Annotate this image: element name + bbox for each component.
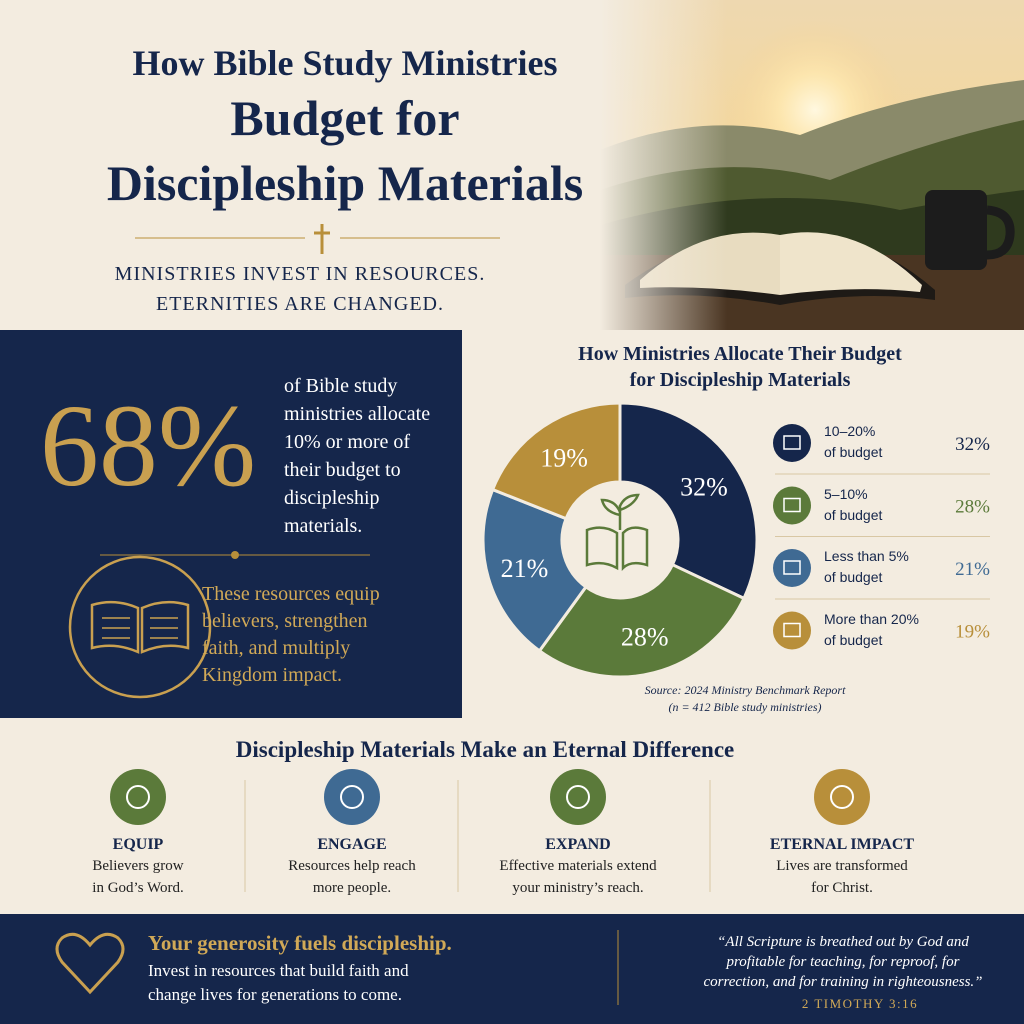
- feature-heading: ETERNAL IMPACT: [770, 836, 914, 853]
- legend-label: More than 20% of budget: [824, 610, 919, 648]
- title-line: Budget for: [230, 90, 459, 146]
- legend-glyph: [783, 622, 801, 638]
- feature-text: Effective materials extend: [499, 858, 657, 874]
- legend-value: 32%: [955, 434, 990, 455]
- stat-text: ministries allocate: [284, 403, 430, 425]
- footer-headline: Your generosity fuels discipleship.: [148, 931, 452, 955]
- quote-line: profitable for teaching, for reproof, fo…: [726, 954, 960, 970]
- stat-text: of Bible study: [284, 375, 397, 397]
- tagline: ETERNITIES ARE CHANGED.: [156, 293, 444, 315]
- pie-slice: [481, 487, 589, 653]
- legend-label: 10–20% of budget: [824, 423, 883, 460]
- pie-slice: [537, 562, 746, 679]
- slice-label: 21%: [501, 554, 549, 583]
- feature-glyph: [830, 785, 854, 809]
- feature-dividers: [244, 780, 711, 892]
- slice-label: 32%: [680, 473, 728, 502]
- feature-text: in God’s Word.: [92, 880, 183, 896]
- slice-label: 19%: [540, 444, 588, 473]
- legend-value: 21%: [955, 559, 990, 580]
- footer-text: change lives for generations to come.: [148, 985, 402, 1004]
- heart-icon: [55, 932, 125, 995]
- legend-label-box: More than 20% of budget: [824, 610, 919, 648]
- features-title: Discipleship Materials Make an Eternal D…: [236, 737, 734, 762]
- chart-source: Source: 2024 Ministry Benchmark Report: [645, 683, 847, 697]
- feature-heading: EQUIP: [113, 836, 164, 853]
- stat-value: 68%: [40, 380, 256, 511]
- title-line: How Bible Study Ministries: [132, 43, 557, 83]
- legend-label-box: 10–20% of budget: [824, 423, 883, 460]
- feature-icon: [550, 769, 606, 825]
- stat-divider: [100, 551, 370, 559]
- feature-glyph: [566, 785, 590, 809]
- pie-center-icon: [585, 493, 649, 572]
- feature-icon: [324, 769, 380, 825]
- quote-line: correction, and for training in righteou…: [703, 974, 982, 990]
- stat-note: These resources equip: [202, 583, 380, 605]
- chart-source: (n = 412 Bible study ministries): [668, 700, 821, 714]
- feature-glyph: [340, 785, 364, 809]
- legend-label: Less than 5% of budget: [824, 548, 909, 585]
- stat-note: Kingdom impact.: [202, 664, 342, 686]
- legend-glyph: [783, 560, 801, 575]
- stat-text: materials.: [284, 515, 362, 537]
- book-badge: [68, 555, 212, 699]
- title-line: Discipleship Materials: [107, 155, 583, 211]
- legend-glyph: [783, 497, 801, 513]
- legend-glyph: [783, 435, 801, 450]
- stat-text: 10% or more of: [284, 431, 410, 453]
- feature-heading: ENGAGE: [317, 836, 386, 853]
- stat-panel: [0, 330, 462, 718]
- feature-text: Lives are transformed: [776, 858, 908, 874]
- slice-label: 28%: [621, 622, 669, 651]
- stat-note: believers, strengthen: [202, 610, 368, 632]
- feature-text: your ministry’s reach.: [512, 880, 643, 896]
- feature-text: Resources help reach: [288, 858, 416, 874]
- tagline: MINISTRIES INVEST IN RESOURCES.: [115, 263, 486, 285]
- pie-slice: [618, 401, 759, 601]
- title-divider: [135, 224, 500, 254]
- legend-icon: [773, 611, 811, 650]
- legend-label-box: Less than 5% of budget: [824, 548, 909, 585]
- footer-text: Invest in resources that build faith and: [148, 961, 409, 980]
- legend-label: 5–10% of budget: [824, 485, 883, 523]
- feature-text: for Christ.: [811, 880, 873, 896]
- feature-icon: [110, 769, 166, 825]
- stat-note: faith, and multiply: [202, 637, 350, 659]
- feature-text: Believers grow: [92, 858, 183, 874]
- stat-text: their budget to: [284, 459, 401, 481]
- footer-panel: [0, 914, 1024, 1024]
- hero-image: [600, 0, 1024, 330]
- quote-line: “All Scripture is breathed out by God an…: [717, 934, 969, 950]
- legend-value: 19%: [955, 622, 990, 643]
- stat-text: discipleship: [284, 487, 380, 509]
- quote-reference: 2 TIMOTHY 3:16: [802, 996, 918, 1011]
- legend-icon: [773, 549, 811, 587]
- feature-heading: EXPAND: [545, 836, 610, 853]
- chart-title: for Discipleship Materials: [630, 369, 851, 391]
- feature-text: more people.: [313, 880, 391, 896]
- legend-value: 28%: [955, 497, 990, 518]
- legend-icon: [773, 486, 811, 525]
- pie-slice: [490, 401, 622, 521]
- chart-title: How Ministries Allocate Their Budget: [578, 343, 902, 365]
- feature-icon: [814, 769, 870, 825]
- legend-label-box: 5–10% of budget: [824, 485, 883, 523]
- feature-glyph: [126, 785, 150, 809]
- legend-icon: [773, 424, 811, 462]
